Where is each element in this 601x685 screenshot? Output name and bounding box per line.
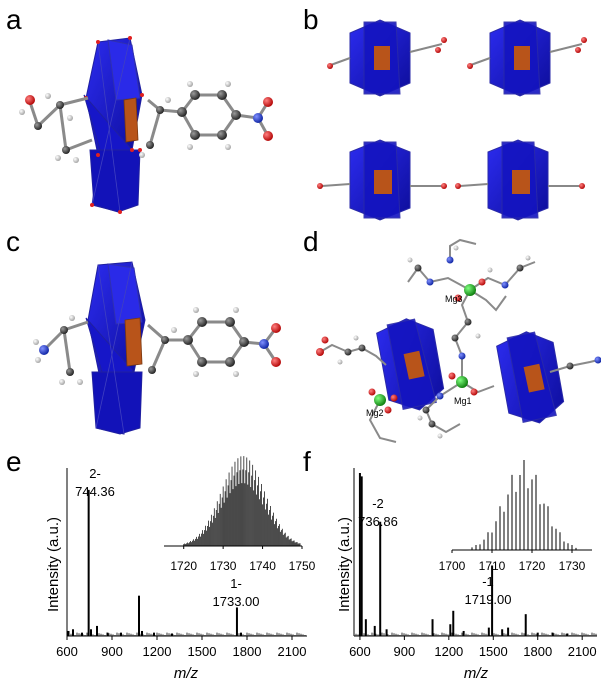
cluster-d-left bbox=[376, 318, 445, 411]
panel-label-f: f bbox=[303, 446, 311, 477]
panel-a-structure bbox=[19, 36, 273, 214]
chart-e-inset-xtick-label: 1730 bbox=[210, 559, 237, 573]
mg-atoms bbox=[374, 284, 476, 406]
chart-e-inset-xtick-label: 1720 bbox=[170, 559, 197, 573]
panel-label-e: e bbox=[6, 446, 22, 477]
chart-f-annotation-1-value: 736.86 bbox=[358, 514, 398, 529]
chart-f-baseline bbox=[355, 632, 597, 636]
panel-b-packing bbox=[317, 19, 587, 221]
mg1-label: Mg1 bbox=[454, 396, 472, 406]
chart-f-inset: 1700 1710 1720 1730 bbox=[439, 460, 592, 573]
chart-f-xtick-label: 600 bbox=[349, 644, 371, 659]
panel-label-b: b bbox=[303, 4, 319, 35]
chart-f-annotation-2-value: 1719.00 bbox=[465, 592, 512, 607]
chart-e-inset: 1720 1730 1740 1750 bbox=[164, 456, 316, 573]
chart-e-annotation-1-charge: 2- bbox=[89, 466, 101, 481]
chart-e-xtick-label: 600 bbox=[56, 644, 78, 659]
chart-e-xtick-label: 1200 bbox=[143, 644, 172, 659]
cluster-b1 bbox=[327, 19, 447, 97]
chart-f-annotation-2-charge: -1 bbox=[482, 574, 494, 589]
chart-e-baseline bbox=[68, 632, 306, 636]
chart-f: Intensity (a.u.) m/z -2 736.86 -1 1719.0… bbox=[336, 460, 597, 682]
chart-e-xtick-label: 900 bbox=[101, 644, 123, 659]
chart-f-inset-xtick-label: 1700 bbox=[439, 559, 466, 573]
chart-e-xtick-label: 1800 bbox=[233, 644, 262, 659]
cluster-b3 bbox=[317, 139, 447, 221]
chart-e: Intensity (a.u.) m/z 2- 744.36 1- 1733.0… bbox=[45, 456, 316, 682]
panel-c-structure bbox=[33, 261, 281, 435]
panel-label-a: a bbox=[6, 4, 22, 35]
panel-label-d: d bbox=[303, 226, 319, 257]
chart-e-annotation-2-value: 1733.00 bbox=[213, 594, 260, 609]
cluster-b4 bbox=[455, 139, 585, 221]
cluster-d-right bbox=[496, 331, 565, 424]
chart-f-xtick-label: 1200 bbox=[434, 644, 463, 659]
chart-f-xlabel: m/z bbox=[464, 665, 489, 682]
chart-e-annotation-2-charge: 1- bbox=[230, 576, 242, 591]
chart-f-annotation-1-charge: -2 bbox=[372, 496, 384, 511]
chart-e-xtick-label: 2100 bbox=[278, 644, 307, 659]
chart-f-xtick-label: 2100 bbox=[568, 644, 597, 659]
chart-e-xtick-label: 1500 bbox=[188, 644, 217, 659]
chart-e-ylabel: Intensity (a.u.) bbox=[45, 517, 62, 612]
chart-f-xtick-label: 900 bbox=[394, 644, 416, 659]
mg3-label: Mg3 bbox=[445, 294, 463, 304]
chart-e-xlabel: m/z bbox=[174, 665, 199, 682]
panel-label-c: c bbox=[6, 226, 20, 257]
chart-f-ylabel: Intensity (a.u.) bbox=[336, 517, 353, 612]
mg2-label: Mg2 bbox=[366, 408, 384, 418]
chart-f-inset-xtick-label: 1710 bbox=[479, 559, 506, 573]
chart-f-inset-xtick-label: 1730 bbox=[559, 559, 586, 573]
chart-f-inset-xtick-label: 1720 bbox=[519, 559, 546, 573]
cluster-b2 bbox=[467, 19, 587, 97]
chart-e-inset-xtick-label: 1740 bbox=[249, 559, 276, 573]
anderson-cluster bbox=[83, 36, 144, 214]
panel-d-structure: Mg3 Mg2 Mg1 bbox=[316, 238, 601, 443]
chart-e-annotation-1-value: 744.36 bbox=[75, 484, 115, 499]
chart-f-xtick-label: 1800 bbox=[523, 644, 552, 659]
chart-e-inset-xtick-label: 1750 bbox=[289, 559, 316, 573]
chart-f-xtick-label: 1500 bbox=[479, 644, 508, 659]
